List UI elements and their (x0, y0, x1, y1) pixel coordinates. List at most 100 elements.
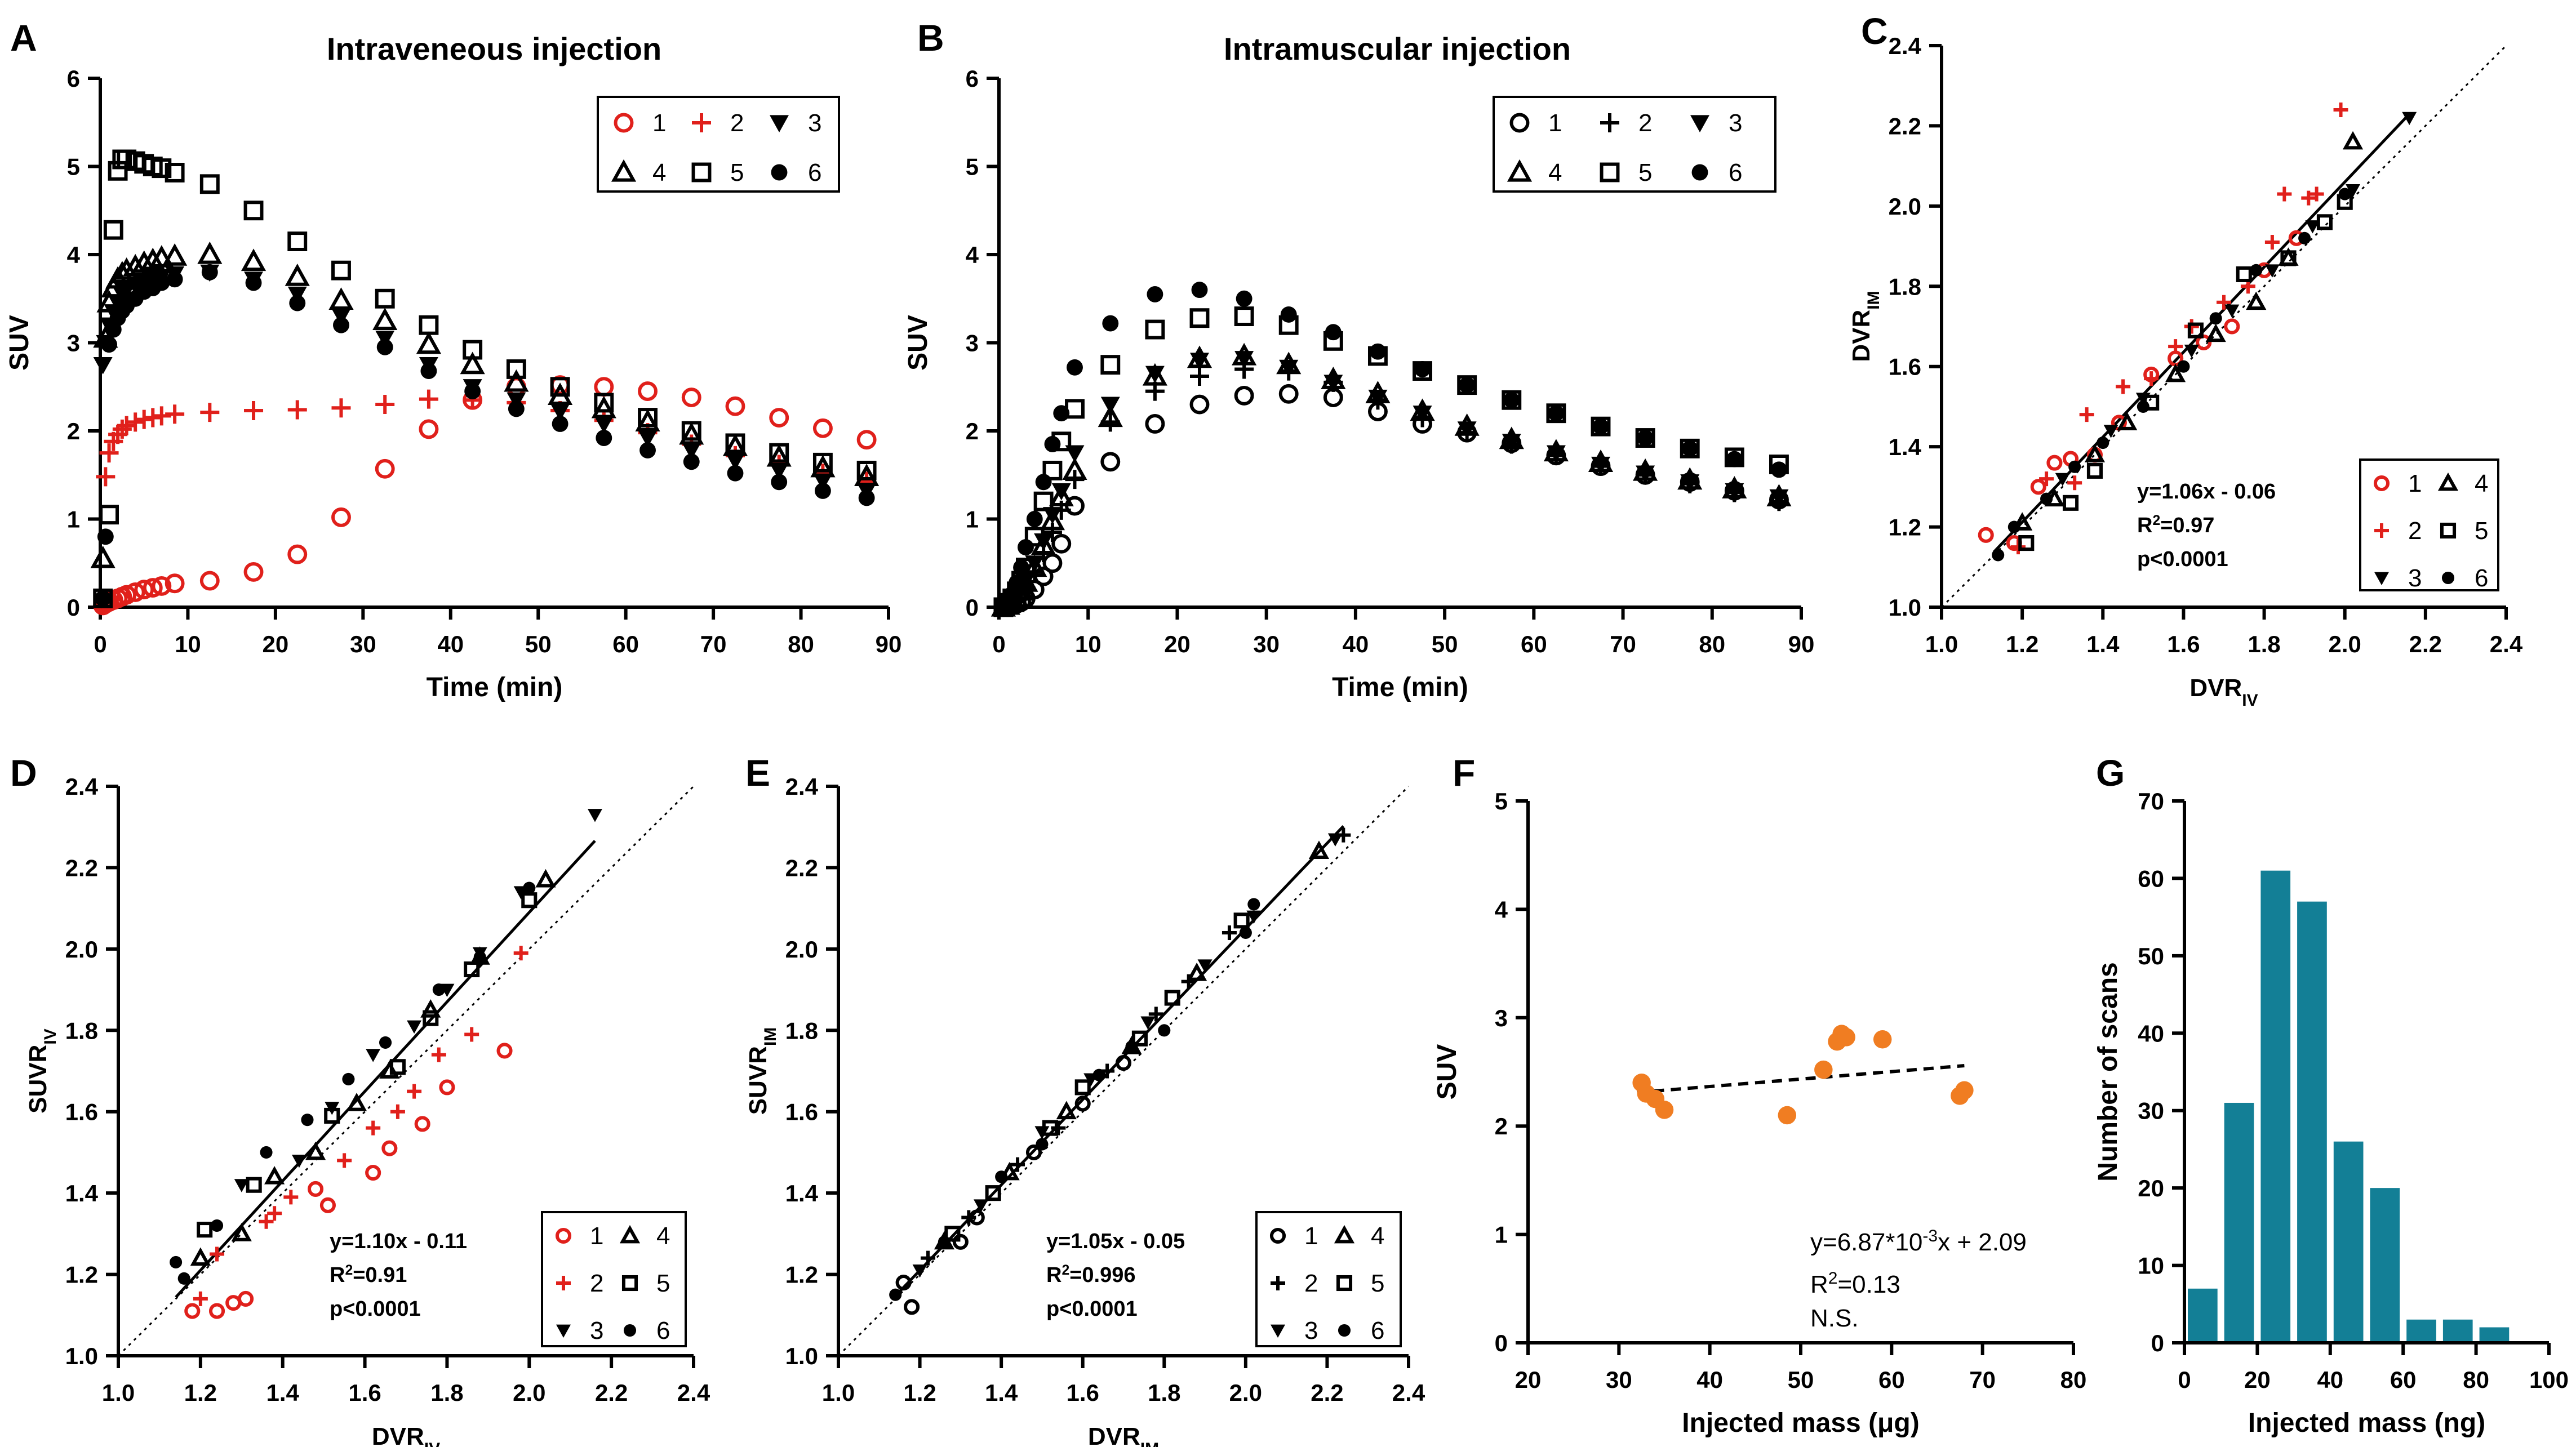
data-point (766, 444, 792, 467)
data-point (208, 1303, 225, 1319)
x-tick-label: 1.4 (985, 1379, 1018, 1406)
data-point (165, 573, 185, 594)
data-point (771, 474, 788, 491)
data-point (96, 467, 116, 487)
data-point (1499, 426, 1524, 449)
data-point (432, 983, 445, 996)
data-point (231, 1223, 252, 1241)
data-point (2342, 131, 2364, 150)
x-tick-label: 1.0 (822, 1379, 855, 1406)
legend-marker (2374, 523, 2389, 538)
x-tick-label: 50 (525, 631, 552, 657)
x-axis-label: DVRIM (1088, 1423, 1159, 1447)
legend: 1 2 3 4 5 6 (1493, 96, 1776, 193)
legend-label: 1 (2408, 470, 2422, 497)
data-point (2039, 471, 2054, 487)
data-point (365, 1164, 381, 1181)
y-tick-label: 3 (1495, 1005, 1508, 1031)
y-tick-label: 60 (2138, 865, 2164, 892)
chart-title: Intraveneous injection (327, 31, 661, 66)
data-point (2062, 495, 2079, 511)
panel-e: E 1.0 1.2 1.4 1.6 1.8 2.0 2.2 2.4 1.0 1.2 1.4 1.6 1.8… (744, 752, 1425, 1447)
data-point (431, 1047, 446, 1062)
data-point (97, 528, 114, 545)
legend-label: 4 (1548, 159, 1562, 186)
data-point (439, 1079, 455, 1096)
y-tick-label: 1.8 (65, 1017, 98, 1044)
data-point (1414, 361, 1431, 377)
data-point (1158, 1024, 1171, 1037)
legend-frame (1255, 1211, 1402, 1347)
data-point (812, 418, 833, 438)
data-point (2205, 323, 2226, 342)
data-point (1239, 926, 1252, 940)
data-point (889, 1288, 902, 1301)
data-point (287, 400, 307, 420)
data-point (416, 331, 442, 354)
data-point (117, 416, 136, 435)
x-tick-label: 1.0 (102, 1379, 135, 1406)
data-point (112, 419, 132, 439)
x-axis-label: Time (min) (1332, 673, 1468, 702)
x-axis-label: Injected mass (μg) (1682, 1408, 1919, 1438)
y-tick-label: 2.4 (65, 773, 99, 800)
y-tick-label: 3 (966, 330, 979, 357)
y-tick-label: 1.8 (785, 1017, 818, 1044)
data-point (103, 220, 123, 240)
legend-marker (611, 159, 637, 182)
data-point (1042, 507, 1062, 524)
y-tick-label: 40 (2138, 1020, 2164, 1047)
x-tick-label: 0 (2178, 1366, 2191, 1393)
data-point (419, 315, 439, 335)
data-point (1102, 315, 1119, 332)
data-point (210, 1246, 225, 1262)
data-point (1814, 1060, 1833, 1079)
data-point (2224, 318, 2240, 335)
data-point (99, 443, 119, 463)
series-4 (991, 342, 1792, 617)
legend-label: 6 (2475, 564, 2488, 592)
histogram-bar (2224, 1102, 2254, 1343)
data-point (2068, 460, 2081, 473)
x-tick-label: 2.0 (2329, 631, 2361, 657)
y-tick-label: 2 (67, 418, 80, 444)
x-tick-label: 80 (2463, 1366, 2489, 1393)
x-tick-label: 2.2 (2409, 631, 2442, 657)
data-point (143, 578, 163, 598)
data-point (1042, 522, 1062, 542)
legend-label: 3 (1304, 1317, 1318, 1344)
data-point (2030, 479, 2046, 495)
data-point (683, 453, 700, 470)
data-point (134, 409, 154, 429)
data-point (1131, 1030, 1148, 1047)
data-point (2246, 291, 2267, 310)
data-point (1197, 959, 1213, 973)
y-tick-label: 3 (67, 330, 80, 357)
y-tick-label: 1.0 (1889, 594, 1921, 621)
data-point (328, 287, 354, 310)
data-point (1092, 1068, 1105, 1081)
data-point (1873, 1030, 1892, 1049)
series-6 (1992, 188, 2351, 562)
legend-label: 4 (652, 159, 666, 186)
data-point (241, 248, 267, 271)
data-point (190, 1247, 211, 1266)
x-tick-label: 80 (1699, 631, 1725, 657)
data-point (638, 381, 658, 402)
x-tick-label: 60 (1878, 1366, 1905, 1393)
series-4 (190, 869, 556, 1266)
y-tick-label: 50 (2138, 943, 2164, 969)
data-point (245, 274, 262, 291)
data-point (331, 398, 351, 418)
data-point (1067, 359, 1083, 376)
data-point (375, 458, 395, 479)
legend-marker (2374, 572, 2389, 585)
data-point (2250, 264, 2263, 277)
legend-marker (556, 1276, 571, 1290)
legend-marker (619, 1225, 641, 1244)
series-4 (2012, 131, 2364, 531)
legend-marker (1691, 164, 1708, 181)
y-tick-label: 2.4 (1889, 33, 1922, 59)
data-point (1280, 306, 1297, 323)
legend-label: 5 (1638, 159, 1652, 186)
